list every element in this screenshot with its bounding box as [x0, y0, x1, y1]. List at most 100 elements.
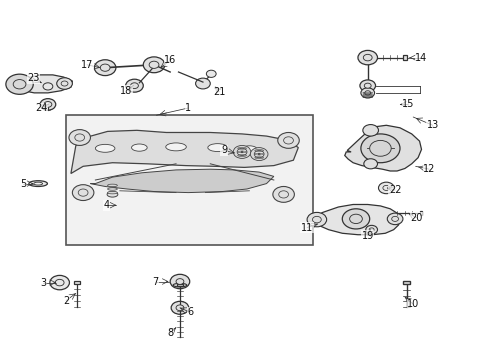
- Ellipse shape: [107, 184, 117, 186]
- Circle shape: [277, 132, 299, 148]
- Text: 5: 5: [20, 179, 26, 189]
- Circle shape: [44, 102, 52, 107]
- Circle shape: [149, 61, 159, 68]
- Ellipse shape: [241, 146, 257, 153]
- Circle shape: [170, 274, 189, 289]
- Circle shape: [349, 214, 362, 224]
- Text: 24: 24: [35, 103, 48, 113]
- Circle shape: [342, 209, 369, 229]
- Polygon shape: [11, 75, 72, 93]
- Circle shape: [50, 275, 69, 290]
- Circle shape: [362, 125, 378, 136]
- Circle shape: [365, 225, 377, 234]
- Ellipse shape: [107, 192, 118, 197]
- Bar: [403, 282, 409, 284]
- Circle shape: [233, 145, 250, 158]
- Text: 23: 23: [27, 73, 40, 84]
- Circle shape: [250, 148, 267, 161]
- Circle shape: [386, 213, 402, 225]
- Bar: [177, 284, 183, 286]
- Circle shape: [57, 78, 72, 89]
- Circle shape: [75, 134, 84, 141]
- Text: 4: 4: [103, 200, 109, 210]
- Text: 14: 14: [414, 53, 427, 63]
- Text: 13: 13: [426, 120, 438, 130]
- Bar: [74, 281, 80, 284]
- Ellipse shape: [107, 188, 117, 190]
- Text: 8: 8: [167, 328, 173, 338]
- Ellipse shape: [165, 143, 186, 151]
- Circle shape: [100, 64, 110, 71]
- Text: 10: 10: [406, 299, 419, 309]
- Ellipse shape: [34, 182, 42, 185]
- Polygon shape: [90, 169, 273, 193]
- Text: 6: 6: [187, 307, 193, 318]
- Circle shape: [130, 83, 138, 89]
- Circle shape: [283, 137, 293, 144]
- Circle shape: [43, 83, 53, 90]
- Circle shape: [360, 88, 374, 98]
- Circle shape: [363, 54, 371, 61]
- Circle shape: [6, 74, 33, 94]
- Circle shape: [254, 150, 264, 158]
- Circle shape: [94, 60, 116, 76]
- Bar: [66, 115, 312, 245]
- Circle shape: [382, 185, 389, 190]
- Text: 18: 18: [120, 86, 132, 96]
- Text: 20: 20: [409, 213, 422, 223]
- Ellipse shape: [95, 144, 115, 152]
- Text: 9: 9: [221, 145, 226, 156]
- Circle shape: [272, 186, 294, 202]
- Circle shape: [360, 134, 399, 163]
- Circle shape: [368, 228, 373, 231]
- Circle shape: [357, 50, 377, 65]
- Ellipse shape: [131, 144, 147, 151]
- Ellipse shape: [207, 144, 227, 152]
- Text: 7: 7: [152, 276, 158, 287]
- Circle shape: [13, 80, 26, 89]
- Circle shape: [72, 185, 94, 201]
- Circle shape: [55, 279, 64, 286]
- Text: 22: 22: [388, 185, 401, 195]
- Circle shape: [378, 182, 393, 194]
- Ellipse shape: [173, 283, 186, 287]
- Bar: [403, 55, 406, 60]
- Circle shape: [61, 81, 68, 86]
- Circle shape: [364, 91, 370, 95]
- Text: 1: 1: [185, 103, 191, 113]
- Circle shape: [364, 83, 370, 88]
- Text: 12: 12: [422, 164, 435, 174]
- Text: 21: 21: [212, 87, 225, 97]
- Bar: [45, 103, 50, 105]
- Circle shape: [258, 153, 260, 155]
- Circle shape: [363, 159, 377, 169]
- Circle shape: [143, 57, 164, 73]
- Circle shape: [195, 78, 210, 89]
- Polygon shape: [309, 204, 399, 235]
- Bar: [419, 211, 422, 215]
- Circle shape: [278, 191, 288, 198]
- Circle shape: [241, 151, 243, 153]
- Circle shape: [176, 279, 183, 284]
- Circle shape: [237, 148, 246, 156]
- Circle shape: [40, 99, 56, 110]
- Text: 3: 3: [40, 278, 46, 288]
- Circle shape: [391, 216, 398, 221]
- Circle shape: [69, 130, 90, 145]
- Ellipse shape: [107, 192, 117, 194]
- Circle shape: [369, 140, 390, 156]
- Circle shape: [306, 212, 326, 227]
- Circle shape: [359, 80, 375, 91]
- Text: 15: 15: [401, 99, 414, 109]
- Text: 11: 11: [300, 222, 313, 233]
- Circle shape: [206, 70, 216, 77]
- Circle shape: [312, 216, 321, 223]
- Polygon shape: [344, 125, 421, 171]
- Text: 19: 19: [361, 231, 373, 241]
- Polygon shape: [71, 130, 298, 174]
- Ellipse shape: [29, 181, 47, 186]
- Text: 2: 2: [63, 296, 69, 306]
- Circle shape: [171, 301, 188, 314]
- Text: 17: 17: [81, 60, 93, 70]
- Circle shape: [78, 189, 88, 196]
